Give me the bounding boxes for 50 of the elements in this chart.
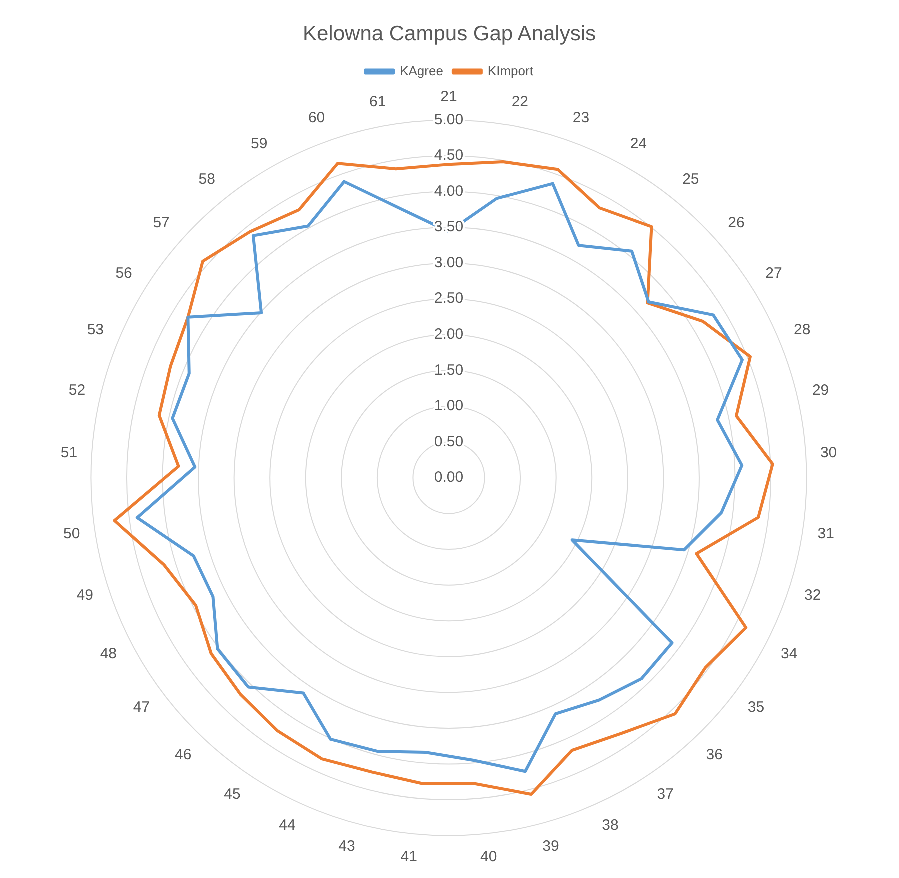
y-tick-label: 1.50: [434, 362, 464, 379]
spoke-label: 22: [512, 94, 529, 111]
spoke-label: 58: [198, 170, 216, 188]
y-tick-label: 2.00: [434, 326, 464, 344]
spoke-label: 40: [480, 848, 498, 866]
legend-label: KImport: [488, 63, 534, 78]
spoke-label: 29: [812, 382, 830, 399]
y-tick-label: 5.00: [434, 111, 464, 128]
chart-title: Kelowna Campus Gap Analysis: [303, 22, 596, 46]
spoke-label: 32: [804, 587, 822, 604]
spoke-label: 59: [250, 136, 268, 153]
spoke-label: 25: [682, 170, 700, 188]
spoke-label: 60: [308, 110, 326, 127]
spoke-label: 47: [133, 699, 150, 716]
legend-label: KAgree: [400, 63, 444, 78]
y-tick-label: 4.50: [434, 147, 464, 164]
y-tick-label: 0.00: [434, 469, 464, 486]
spoke-label: 49: [76, 587, 94, 604]
y-tick-label: 2.50: [434, 290, 464, 308]
spoke-label: 34: [780, 646, 798, 663]
spoke-label: 50: [64, 525, 80, 542]
spoke-label: 52: [68, 382, 86, 399]
spoke-label: 21: [440, 88, 458, 106]
spoke-label: 37: [657, 786, 674, 804]
spoke-label: 39: [542, 838, 560, 855]
spoke-label: 56: [116, 265, 132, 282]
spoke-label: 48: [100, 646, 118, 663]
y-tick-label: 0.50: [434, 433, 464, 450]
y-tick-label: 1.00: [434, 398, 464, 415]
spoke-label: 23: [572, 110, 590, 127]
spoke-label: 43: [338, 838, 356, 855]
spoke-label: 61: [369, 94, 386, 111]
spoke-label: 28: [794, 322, 811, 339]
spoke-label: 26: [728, 214, 745, 232]
spoke-label: 51: [60, 444, 78, 462]
spoke-label: 35: [748, 699, 765, 716]
spoke-label: 44: [279, 816, 296, 834]
spoke-label: 41: [400, 848, 418, 866]
spoke-label: 53: [87, 322, 104, 339]
spoke-label: 46: [175, 746, 192, 764]
spoke-label: 31: [818, 525, 834, 542]
y-tick-label: 4.00: [434, 182, 464, 200]
spoke-label: 38: [602, 816, 619, 834]
spoke-label: 57: [153, 214, 170, 232]
spoke-label: 24: [630, 136, 648, 153]
spoke-label: 36: [706, 746, 723, 764]
spoke-label: 45: [224, 786, 241, 804]
y-tick-label: 3.00: [434, 254, 464, 272]
spoke-label: 27: [766, 265, 782, 282]
spoke-label: 30: [820, 444, 838, 462]
